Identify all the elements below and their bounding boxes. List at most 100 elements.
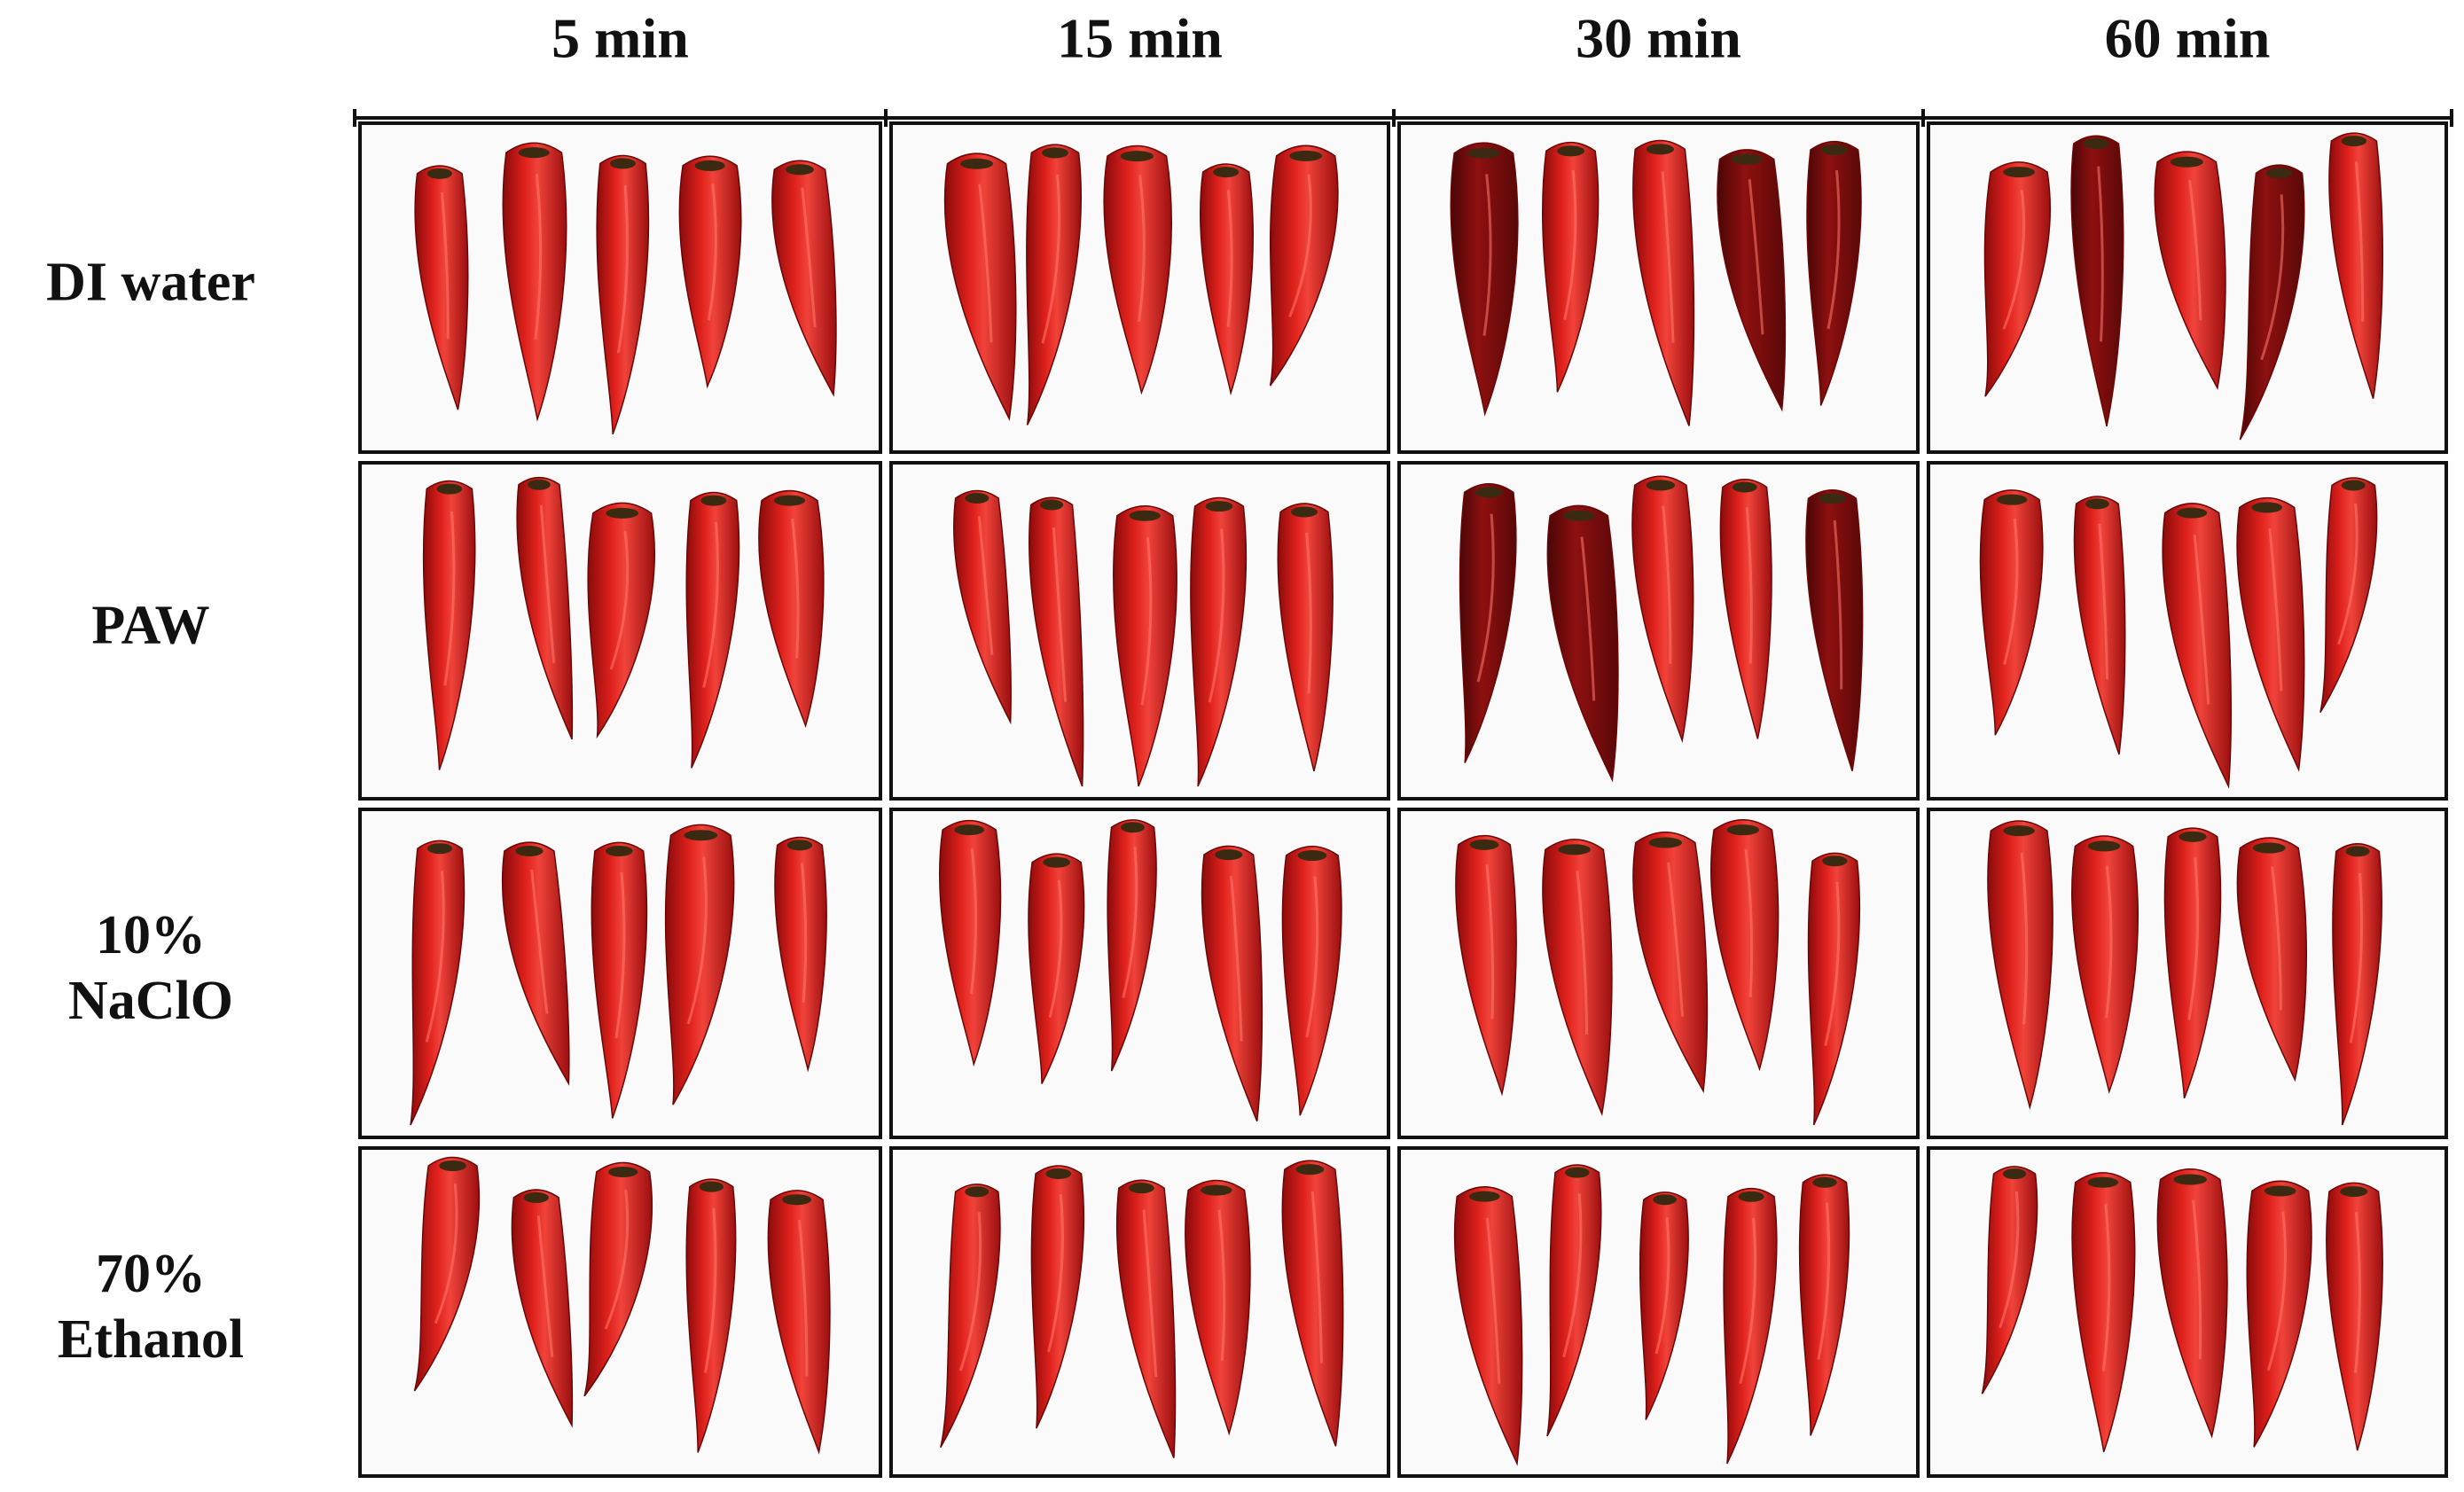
pepper-highlight <box>2192 1199 2202 1360</box>
pepper-stem <box>2085 498 2109 510</box>
pepper-highlight <box>1654 1216 1670 1355</box>
pepper <box>953 489 1012 725</box>
pepper-stem <box>1213 167 1240 178</box>
pepper-highlight <box>2260 194 2285 361</box>
pepper-stem <box>1297 850 1327 862</box>
pepper-highlight <box>1140 536 1153 706</box>
pepper-stem <box>2173 1174 2208 1185</box>
pepper <box>2154 151 2226 391</box>
pepper <box>2236 837 2307 1082</box>
pepper <box>1103 145 1172 395</box>
pepper-highlight <box>443 511 456 686</box>
pepper-highlight <box>1142 1209 1158 1378</box>
pepper-highlight <box>539 504 556 663</box>
pepper <box>1028 853 1085 1084</box>
pepper-highlight <box>1580 536 1596 701</box>
pepper-stem <box>1121 822 1146 833</box>
pepper-stem <box>607 1167 638 1178</box>
pepper-highlight <box>1217 1209 1226 1361</box>
pepper-stem <box>1468 1191 1500 1202</box>
pepper-stem <box>436 483 463 495</box>
pepper-stem <box>1039 499 1064 511</box>
pepper-stem <box>515 845 544 856</box>
row-label: Ethanol <box>58 1309 244 1370</box>
pepper <box>678 155 742 389</box>
pepper-stem <box>782 1194 812 1206</box>
pepper <box>943 152 1017 421</box>
pepper-highlight <box>1047 1193 1064 1353</box>
pepper <box>1542 839 1613 1117</box>
pepper-stem <box>2264 1185 2296 1197</box>
column-header: 15 min <box>1057 7 1223 70</box>
pepper-stem <box>426 168 453 179</box>
pepper-highlight <box>2354 1212 2361 1373</box>
photo-panel <box>889 121 1390 454</box>
pepper-stem <box>1558 844 1591 855</box>
pepper-stem <box>1646 144 1675 155</box>
pepper <box>1805 489 1864 772</box>
pepper-highlight <box>1745 507 1753 664</box>
pepper <box>414 165 469 410</box>
pepper-highlight <box>978 184 993 343</box>
pepper-highlight <box>1122 847 1138 998</box>
pepper-highlight <box>2268 527 2283 691</box>
pepper-stem <box>2345 846 2370 857</box>
pepper <box>1632 139 1695 426</box>
pepper <box>2328 132 2384 399</box>
pepper-stem <box>694 160 725 171</box>
pepper <box>1981 1166 2038 1394</box>
pepper <box>511 1189 574 1428</box>
pepper <box>1631 475 1694 744</box>
pepper-stem <box>1562 510 1596 521</box>
pepper-highlight <box>534 174 543 340</box>
pepper <box>1632 832 1709 1094</box>
pepper-highlight <box>1048 879 1063 1018</box>
photo-panel <box>889 808 1390 1139</box>
pepper-highlight <box>1999 1191 2020 1329</box>
column-header: 5 min <box>551 7 689 70</box>
pepper-stem <box>2177 507 2208 519</box>
pepper-highlight <box>2003 518 2019 665</box>
pepper-highlight <box>958 1212 982 1371</box>
pepper <box>587 502 655 739</box>
pepper-highlight <box>440 192 450 340</box>
row-label: NaClO <box>68 971 233 1031</box>
pepper-highlight <box>1482 174 1492 336</box>
pepper-highlight <box>604 1190 630 1330</box>
pepper <box>2156 1168 2228 1439</box>
pepper-stem <box>1564 1167 1590 1178</box>
pepper-stem <box>1556 145 1584 157</box>
pepper <box>1719 479 1772 739</box>
photo-panel <box>358 461 882 801</box>
pepper-stem <box>684 830 718 841</box>
pepper-stem <box>2083 138 2109 150</box>
pepper <box>2073 496 2126 755</box>
pepper-highlight <box>1824 881 1841 1046</box>
pepper-highlight <box>970 848 978 995</box>
pepper-highlight <box>2271 866 2282 1011</box>
pepper <box>940 1183 1001 1449</box>
pepper <box>2236 497 2305 772</box>
pepper-stem <box>2341 136 2367 147</box>
pepper-stem <box>610 158 636 169</box>
pepper-highlight <box>2188 179 2202 321</box>
pepper <box>2319 477 2378 714</box>
pepper <box>1281 846 1342 1116</box>
photo-panel <box>1397 461 1920 801</box>
pepper-highlight <box>1230 876 1243 1042</box>
pepper-highlight <box>1739 1217 1757 1385</box>
pepper-stem <box>605 845 633 856</box>
pepper-highlight <box>702 521 719 689</box>
photo-panel <box>358 808 882 1139</box>
pepper-stem <box>1205 501 1233 512</box>
pepper-stem <box>1819 493 1846 504</box>
pepper-highlight <box>1562 1193 1583 1358</box>
pepper <box>2163 827 2222 1099</box>
pepper-stem <box>426 843 453 855</box>
pepper <box>664 824 735 1105</box>
pepper-stem <box>1295 1164 1325 1176</box>
pepper <box>1113 505 1177 787</box>
pepper-highlight <box>1744 848 1754 997</box>
pepper <box>2239 164 2305 441</box>
pepper-highlight <box>2101 1203 2111 1371</box>
